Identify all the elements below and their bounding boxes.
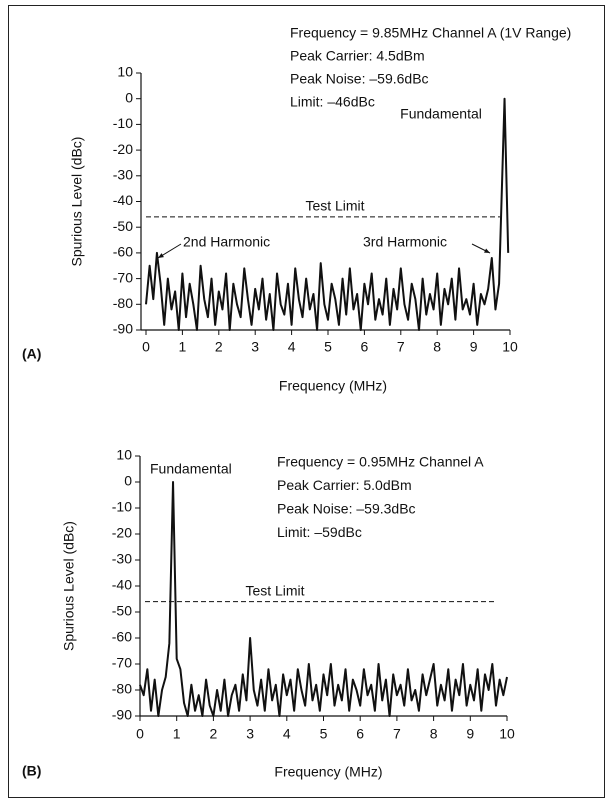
- fundamental-label: Fundamental: [150, 461, 232, 477]
- x-axis-label: Frequency (MHz): [279, 378, 387, 394]
- y-axis-label: Spurious Level (dBc): [61, 521, 77, 651]
- panel-label: (B): [22, 763, 41, 779]
- annotation: Peak Carrier: 5.0dBm: [277, 477, 412, 493]
- x-tick-label: 7: [393, 726, 401, 742]
- x-tick-label: 5: [324, 339, 332, 355]
- y-tick-label: -70: [113, 269, 133, 285]
- harmonic-label: 2nd Harmonic: [183, 234, 270, 250]
- annotation: Frequency = 0.95MHz Channel A: [277, 454, 484, 470]
- fundamental-label: Fundamental: [400, 106, 482, 122]
- x-tick-label: 0: [136, 726, 144, 742]
- y-tick-label: -40: [113, 192, 133, 208]
- x-tick-label: 5: [320, 726, 328, 742]
- x-tick-label: 10: [499, 726, 515, 742]
- annotation: Peak Noise: –59.6dBc: [290, 71, 429, 87]
- y-tick-label: 10: [116, 447, 132, 463]
- y-tick-label: -60: [113, 244, 133, 260]
- y-tick-label: -90: [112, 707, 132, 723]
- x-tick-label: 2: [210, 726, 218, 742]
- annotation: Limit: –46dBc: [290, 94, 375, 110]
- x-tick-label: 10: [502, 339, 518, 355]
- y-tick-label: -80: [112, 681, 132, 697]
- y-tick-label: -20: [113, 141, 133, 157]
- y-tick-label: -90: [113, 321, 133, 337]
- y-tick-label: -70: [112, 655, 132, 671]
- panel-label: (A): [22, 346, 41, 362]
- y-tick-label: -60: [112, 629, 132, 645]
- y-tick-label: -30: [112, 551, 132, 567]
- x-tick-label: 7: [397, 339, 405, 355]
- y-tick-label: -50: [112, 603, 132, 619]
- y-tick-label: -40: [112, 577, 132, 593]
- x-tick-label: 0: [142, 339, 150, 355]
- frame: [8, 5, 605, 798]
- y-tick-label: 10: [117, 64, 133, 80]
- x-tick-label: 4: [288, 339, 296, 355]
- x-tick-label: 1: [179, 339, 187, 355]
- y-tick-label: -50: [113, 218, 133, 234]
- y-axis-label: Spurious Level (dBc): [69, 137, 85, 267]
- x-tick-label: 8: [433, 339, 441, 355]
- x-tick-label: 9: [470, 339, 478, 355]
- y-tick-label: 0: [124, 473, 132, 489]
- test-limit-label: Test Limit: [305, 198, 364, 214]
- annotation: Peak Noise: –59.3dBc: [277, 501, 416, 517]
- annotation: Limit: –59dBc: [277, 524, 362, 540]
- x-tick-label: 4: [283, 726, 291, 742]
- x-tick-label: 9: [466, 726, 474, 742]
- y-tick-label: -20: [112, 525, 132, 541]
- x-tick-label: 3: [246, 726, 254, 742]
- x-tick-label: 8: [430, 726, 438, 742]
- arrow-head: [484, 248, 490, 253]
- y-tick-label: -10: [112, 499, 132, 515]
- spectrum-line: [139, 481, 508, 717]
- x-tick-label: 6: [356, 726, 364, 742]
- y-tick-label: -80: [113, 295, 133, 311]
- annotation: Peak Carrier: 4.5dBm: [290, 48, 425, 64]
- annotation: Frequency = 9.85MHz Channel A (1V Range): [290, 25, 571, 41]
- x-tick-label: 1: [173, 726, 181, 742]
- harmonic-label: 3rd Harmonic: [363, 234, 447, 250]
- x-tick-label: 3: [251, 339, 259, 355]
- x-axis-label: Frequency (MHz): [274, 764, 382, 780]
- x-tick-label: 6: [361, 339, 369, 355]
- x-tick-label: 2: [215, 339, 223, 355]
- test-limit-label: Test Limit: [245, 583, 304, 599]
- y-tick-label: -10: [113, 115, 133, 131]
- spectrum-line: [145, 97, 510, 331]
- y-tick-label: 0: [125, 89, 133, 105]
- arrow-head: [158, 253, 164, 258]
- y-tick-label: -30: [113, 167, 133, 183]
